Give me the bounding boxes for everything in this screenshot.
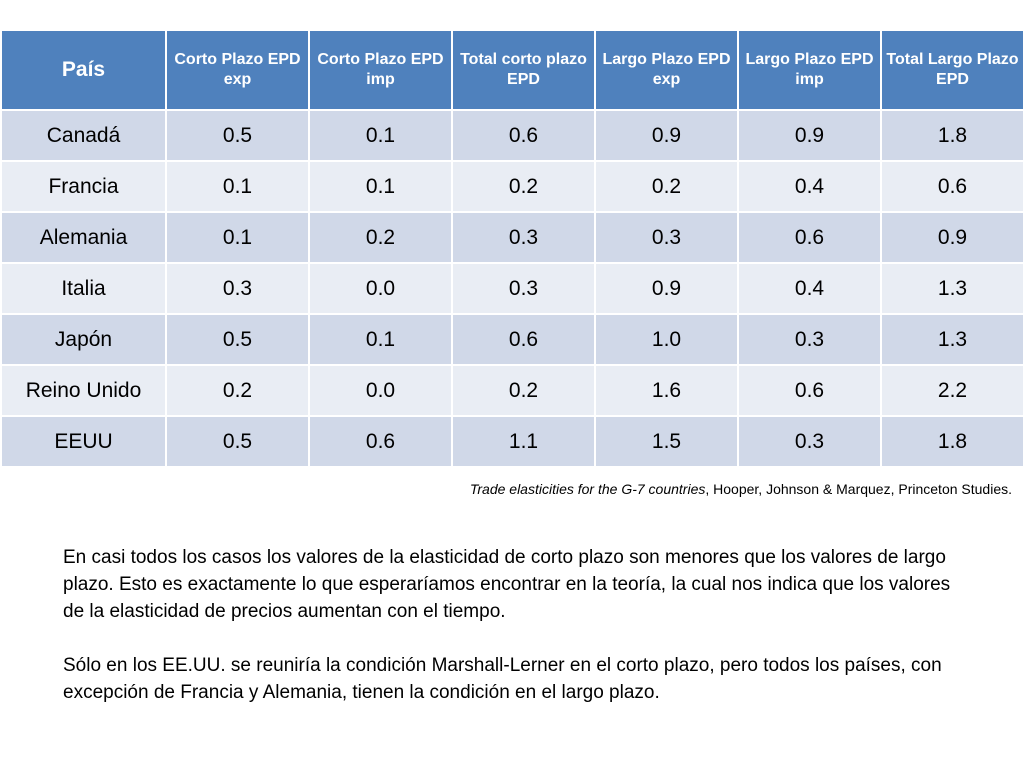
table-row: Italia 0.3 0.0 0.3 0.9 0.4 1.3 [0, 262, 1024, 315]
value-cell: 1.1 [451, 415, 596, 468]
value-cell: 0.6 [451, 313, 596, 366]
value-cell: 0.3 [737, 415, 882, 468]
value-cell: 1.3 [880, 313, 1024, 366]
value-cell: 0.1 [165, 160, 310, 213]
value-cell: 1.8 [880, 415, 1024, 468]
value-cell: 0.9 [737, 109, 882, 162]
source-citation: Trade elasticities for the G-7 countries… [470, 481, 1012, 497]
header-short-imp: Corto Plazo EPD imp [308, 29, 453, 111]
elasticity-table: País Corto Plazo EPD exp Corto Plazo EPD… [0, 29, 1024, 468]
value-cell: 0.2 [594, 160, 739, 213]
value-cell: 0.1 [165, 211, 310, 264]
table-row: Francia 0.1 0.1 0.2 0.2 0.4 0.6 [0, 160, 1024, 213]
table-row: Japón 0.5 0.1 0.6 1.0 0.3 1.3 [0, 313, 1024, 366]
value-cell: 0.3 [594, 211, 739, 264]
value-cell: 0.3 [737, 313, 882, 366]
country-cell: Japón [0, 313, 167, 366]
header-short-exp: Corto Plazo EPD exp [165, 29, 310, 111]
value-cell: 0.2 [308, 211, 453, 264]
value-cell: 0.5 [165, 109, 310, 162]
value-cell: 0.2 [451, 160, 596, 213]
value-cell: 0.6 [308, 415, 453, 468]
country-cell: Reino Unido [0, 364, 167, 417]
value-cell: 0.3 [451, 211, 596, 264]
value-cell: 0.5 [165, 415, 310, 468]
header-long-imp: Largo Plazo EPD imp [737, 29, 882, 111]
source-title: Trade elasticities for the G-7 countries [469, 481, 706, 497]
country-cell: Canadá [0, 109, 167, 162]
header-long-total: Total Largo Plazo EPD [880, 29, 1024, 111]
value-cell: 0.2 [451, 364, 596, 417]
value-cell: 1.5 [594, 415, 739, 468]
header-country: País [0, 29, 167, 111]
value-cell: 1.0 [594, 313, 739, 366]
table-row: Canadá 0.5 0.1 0.6 0.9 0.9 1.8 [0, 109, 1024, 162]
value-cell: 0.4 [737, 160, 882, 213]
value-cell: 1.8 [880, 109, 1024, 162]
value-cell: 0.6 [880, 160, 1024, 213]
value-cell: 0.2 [165, 364, 310, 417]
value-cell: 0.6 [451, 109, 596, 162]
value-cell: 0.9 [594, 109, 739, 162]
value-cell: 0.1 [308, 109, 453, 162]
value-cell: 1.6 [594, 364, 739, 417]
value-cell: 0.9 [594, 262, 739, 315]
value-cell: 0.6 [737, 364, 882, 417]
country-cell: Alemania [0, 211, 167, 264]
header-short-total: Total corto plazo EPD [451, 29, 596, 111]
source-authors: , Hooper, Johnson & Marquez, Princeton S… [705, 481, 1012, 497]
table-header-row: País Corto Plazo EPD exp Corto Plazo EPD… [0, 29, 1024, 111]
table-row: EEUU 0.5 0.6 1.1 1.5 0.3 1.8 [0, 415, 1024, 468]
value-cell: 0.0 [308, 364, 453, 417]
value-cell: 0.6 [737, 211, 882, 264]
country-cell: Italia [0, 262, 167, 315]
table-row: Alemania 0.1 0.2 0.3 0.3 0.6 0.9 [0, 211, 1024, 264]
value-cell: 2.2 [880, 364, 1024, 417]
value-cell: 0.0 [308, 262, 453, 315]
analysis-paragraph-2: Sólo en los EE.UU. se reuniría la condic… [63, 655, 942, 703]
value-cell: 0.4 [737, 262, 882, 315]
country-cell: Francia [0, 160, 167, 213]
header-long-exp: Largo Plazo EPD exp [594, 29, 739, 111]
value-cell: 0.1 [308, 160, 453, 213]
value-cell: 0.3 [451, 262, 596, 315]
analysis-paragraph-1: En casi todos los casos los valores de l… [63, 547, 951, 622]
value-cell: 1.3 [880, 262, 1024, 315]
value-cell: 0.1 [308, 313, 453, 366]
country-cell: EEUU [0, 415, 167, 468]
value-cell: 0.9 [880, 211, 1024, 264]
value-cell: 0.3 [165, 262, 310, 315]
table-row: Reino Unido 0.2 0.0 0.2 1.6 0.6 2.2 [0, 364, 1024, 417]
value-cell: 0.5 [165, 313, 310, 366]
